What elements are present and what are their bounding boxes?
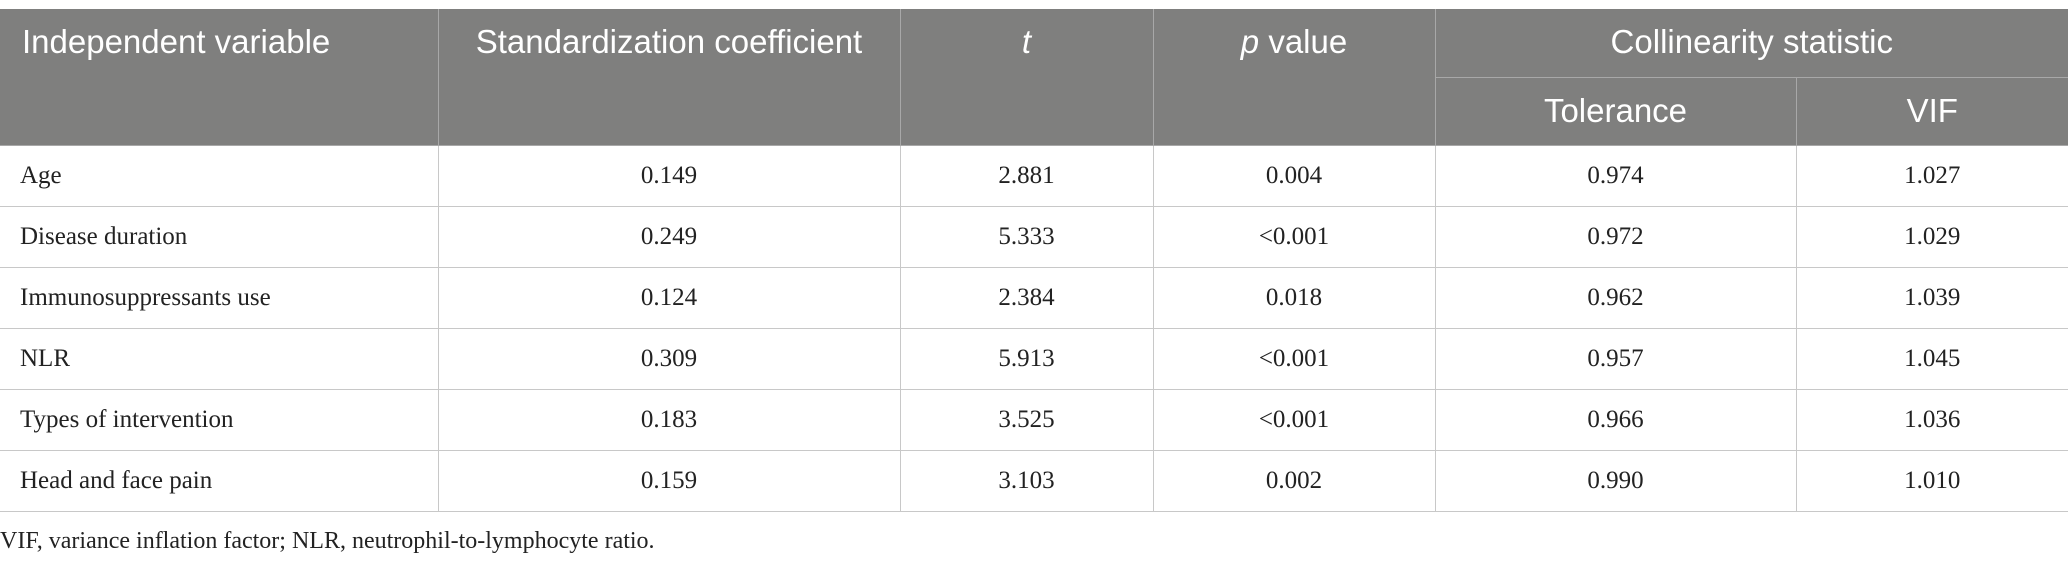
table-cell: 1.036 — [1795, 389, 2068, 451]
table-cell: 2.881 — [899, 145, 1154, 207]
table-cell: 0.972 — [1434, 206, 1797, 268]
table-cell: 5.333 — [899, 206, 1154, 268]
header-text: t — [1021, 23, 1032, 60]
table-cell: 0.004 — [1152, 145, 1436, 207]
footnote: VIF, variance inflation factor; NLR, neu… — [0, 528, 655, 554]
table-cell: <0.001 — [1152, 328, 1436, 390]
table-cell: 0.309 — [437, 328, 901, 390]
table-row: Types of intervention 0.183 3.525 <0.001 0.9… — [0, 389, 2068, 451]
table-row: Disease duration 0.249 5.333 <0.001 0.972 1.0… — [0, 206, 2068, 268]
table-cell: <0.001 — [1152, 389, 1436, 451]
table-cell: Disease duration — [0, 206, 439, 268]
table-cell: 3.103 — [899, 450, 1154, 512]
table-cell: 0.990 — [1434, 450, 1797, 512]
table-row: Age 0.149 2.881 0.004 0.974 1.027 — [0, 145, 2068, 207]
table-cell: 0.957 — [1434, 328, 1797, 390]
table-cell: Age — [0, 145, 439, 207]
header-cell: t — [899, 9, 1153, 146]
header-cell: Independent variable — [0, 9, 438, 146]
table-cell: Types of intervention — [0, 389, 439, 451]
table-cell: 0.159 — [437, 450, 901, 512]
table-cell: 1.010 — [1795, 450, 2068, 512]
header-cell: Collinearity statistic — [1434, 9, 2068, 78]
table-cell: 1.027 — [1795, 145, 2068, 207]
table-cell: 0.183 — [437, 389, 901, 451]
table-cell: 0.966 — [1434, 389, 1797, 451]
header-text: p — [1240, 23, 1260, 60]
table-cell: NLR — [0, 328, 439, 390]
header-text: value — [1268, 23, 1348, 60]
table-cell: 0.002 — [1152, 450, 1436, 512]
table-cell: 0.249 — [437, 206, 901, 268]
table-cell: 0.962 — [1434, 267, 1797, 329]
table-cell: Immunosuppressants use — [0, 267, 439, 329]
table-cell: <0.001 — [1152, 206, 1436, 268]
header-cell: p value — [1152, 9, 1435, 146]
table-cell: 1.045 — [1795, 328, 2068, 390]
table-row: NLR 0.309 5.913 <0.001 0.957 1.045 — [0, 328, 2068, 390]
results-table: Independent variable Standardization coe… — [0, 9, 2068, 512]
table-cell: 0.149 — [437, 145, 901, 207]
table-row: Immunosuppressants use 0.124 2.384 0.018 0.9… — [0, 267, 2068, 329]
header-cell: Standardization coefficient — [437, 9, 900, 146]
table-body: Age 0.149 2.881 0.004 0.974 1.027 Disease dura… — [0, 145, 2068, 512]
table-cell: 1.029 — [1795, 206, 2068, 268]
table-cell: 1.039 — [1795, 267, 2068, 329]
table-cell: 0.018 — [1152, 267, 1436, 329]
header-cell: Tolerance — [1434, 77, 1796, 146]
table-cell: 0.974 — [1434, 145, 1797, 207]
table-cell: 2.384 — [899, 267, 1154, 329]
table-cell: 3.525 — [899, 389, 1154, 451]
table-cell: Head and face pain — [0, 450, 439, 512]
header-cell: VIF — [1795, 77, 2068, 146]
table-row: Head and face pain 0.159 3.103 0.002 0.990 1.… — [0, 450, 2068, 512]
table-cell: 0.124 — [437, 267, 901, 329]
table-cell: 5.913 — [899, 328, 1154, 390]
